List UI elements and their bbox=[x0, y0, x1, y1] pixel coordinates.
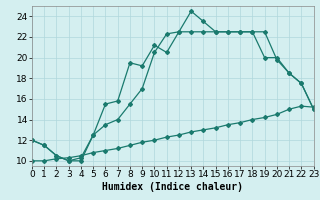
X-axis label: Humidex (Indice chaleur): Humidex (Indice chaleur) bbox=[102, 182, 243, 192]
